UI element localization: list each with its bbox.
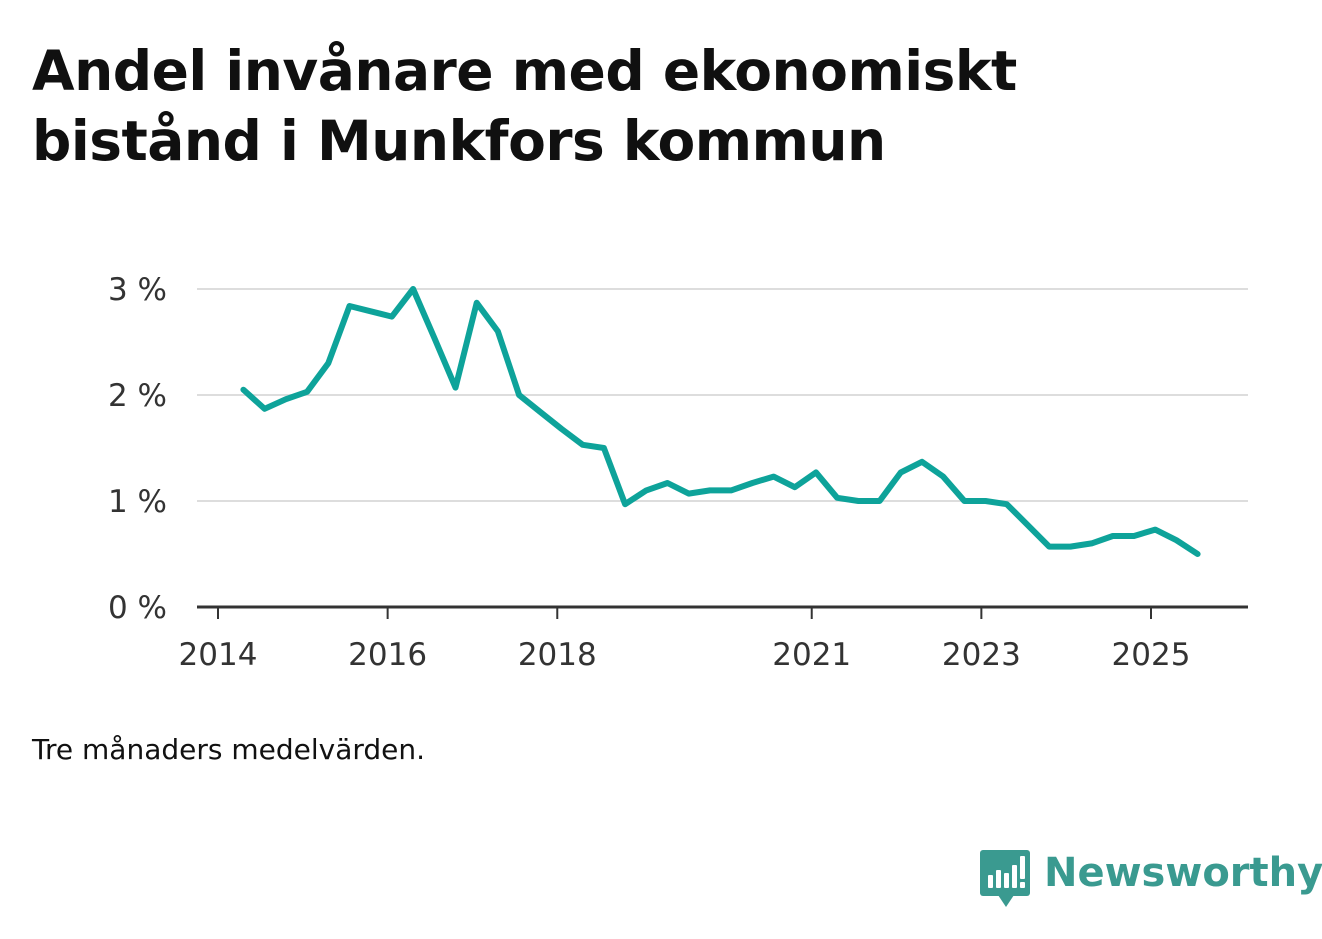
x-tick-label: 2016 [348, 637, 427, 673]
y-tick-label: 2 % [108, 378, 167, 414]
line-chart: 0 % 1 % 2 % 3 % 2014 2016 2018 2021 2023 2025 [108, 272, 1248, 673]
x-tick-label: 2018 [518, 637, 597, 673]
brand-name: Newsworthy [1044, 850, 1322, 896]
x-tick-label: 2014 [179, 637, 258, 673]
x-tick-label: 2023 [942, 637, 1021, 673]
x-axis-labels: 2014 2016 2018 2021 2023 2025 [179, 637, 1191, 673]
y-axis-labels: 0 % 1 % 2 % 3 % [108, 272, 167, 626]
newsworthy-logo-icon [980, 850, 1030, 907]
gridlines [197, 288, 1248, 502]
x-tick-label: 2025 [1112, 637, 1191, 673]
y-tick-label: 0 % [108, 590, 167, 626]
brand-logo: Newsworthy [980, 848, 1322, 912]
x-tick-label: 2021 [772, 637, 851, 673]
y-tick-label: 1 % [108, 484, 167, 520]
y-tick-label: 3 % [108, 272, 167, 308]
chart-title: Andel invånare med ekonomiskt bistånd i … [32, 39, 1017, 173]
x-axis-ticks [217, 607, 1152, 619]
footnote: Tre månaders medelvärden. [32, 733, 426, 766]
series-line [240, 286, 1201, 557]
